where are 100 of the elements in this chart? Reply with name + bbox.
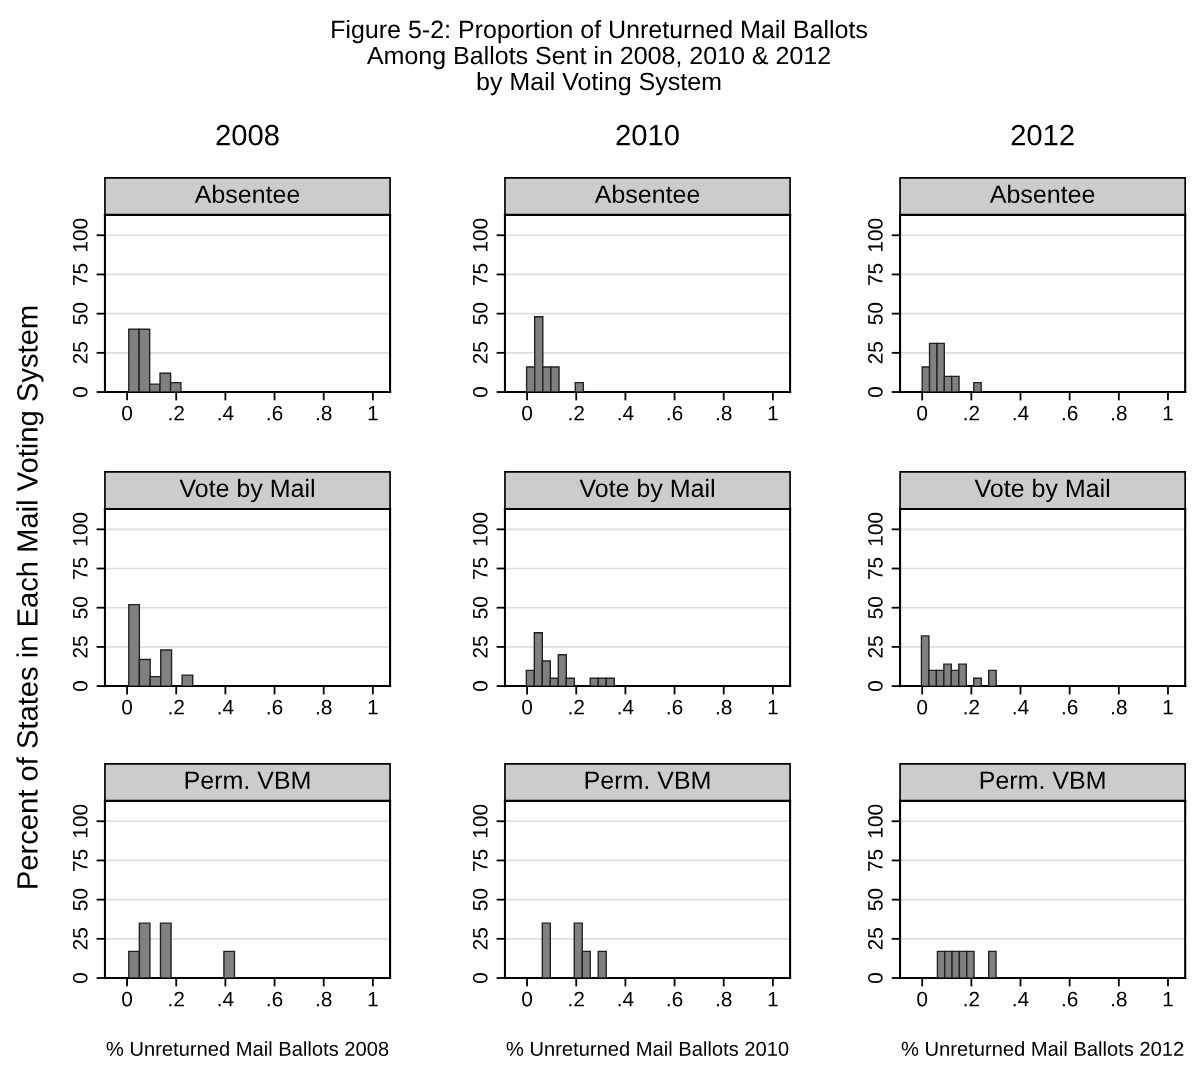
y-tick-label: 75 <box>473 849 488 871</box>
y-tick-label: 25 <box>472 342 488 364</box>
y-tick-label: 50 <box>472 596 488 619</box>
chart-title: Vote by Mail <box>579 478 714 503</box>
x-tick-label: .2 <box>169 699 184 715</box>
y-tick-label: 100 <box>72 218 88 252</box>
x-tick-label: 0 <box>522 699 533 715</box>
x-tick-label: .6 <box>267 405 283 421</box>
x-tick-label: .6 <box>267 699 283 715</box>
x-tick-label: .6 <box>667 991 683 1007</box>
y-tick-label: 100 <box>867 218 883 252</box>
chart-title: Vote by Mail <box>179 478 314 503</box>
chart-title: Vote by Mail <box>974 478 1110 503</box>
x-tick-label: .8 <box>1112 405 1127 421</box>
x-tick-label: 1 <box>368 991 378 1007</box>
x-tick-label: .2 <box>169 405 184 421</box>
y-tick-label: 25 <box>72 636 88 658</box>
y-tick-label: 0 <box>867 973 883 983</box>
x-tick-label: .4 <box>218 405 234 421</box>
x-tick-label: 0 <box>522 991 533 1007</box>
x-tick-label: 0 <box>122 699 133 715</box>
y-tick-label: 100 <box>472 218 488 252</box>
chart-subtitle: 2012 <box>1011 124 1074 146</box>
y-axis-title: Percent of States in Each Mail Voting System <box>16 306 44 888</box>
y-tick-label: 0 <box>867 681 883 692</box>
y-tick-label: 50 <box>72 888 88 911</box>
x-tick-label: 0 <box>917 991 928 1007</box>
x-tick-label: .8 <box>1112 699 1127 715</box>
x-tick-label: .8 <box>716 405 732 421</box>
y-tick-label: 75 <box>868 263 883 285</box>
x-tick-label: .2 <box>964 405 979 421</box>
y-tick-label: 75 <box>73 263 88 285</box>
caption: Figure 5-2: Proportion of Unreturned Mail Ballots Among Ballots Sent in 2008, 2010 & 2012 by Mail Voting System <box>332 19 867 96</box>
x-tick-label: 1 <box>368 700 378 715</box>
y-tick-label: 75 <box>868 557 883 580</box>
y-tick-label: 75 <box>473 263 488 285</box>
x-tick-label: .2 <box>964 991 979 1007</box>
y-tick-label: 75 <box>73 849 88 871</box>
chart-subtitle: 2010 <box>616 124 679 146</box>
y-tick-label: 75 <box>73 557 88 580</box>
x-tick-label: .4 <box>218 991 234 1007</box>
x-tick-label: .8 <box>716 699 732 715</box>
y-tick-label: 25 <box>472 636 488 658</box>
x-tick-label: .6 <box>1062 405 1078 421</box>
x-tick-label: .2 <box>569 991 584 1007</box>
x-tick-label: .8 <box>316 991 332 1007</box>
x-tick-label: 0 <box>122 405 133 421</box>
y-tick-label: 0 <box>867 387 883 397</box>
x-tick-label: .6 <box>667 405 683 421</box>
x-tick-label: .4 <box>218 700 234 715</box>
x-tick-label: .6 <box>1062 991 1078 1007</box>
chart-title: Perm. VBM <box>585 771 710 790</box>
y-tick-label: 25 <box>867 342 883 364</box>
y-tick-label: 25 <box>72 342 88 364</box>
x-tick-label: 0 <box>522 405 533 421</box>
chart-title: Absentee <box>989 184 1095 204</box>
y-tick-label: 25 <box>72 928 88 950</box>
y-tick-label: 100 <box>472 804 488 838</box>
x-tick-label: .4 <box>618 700 634 715</box>
y-tick-label: 0 <box>72 387 88 397</box>
y-tick-label: 100 <box>472 512 488 546</box>
x-axis-title: % Unreturned Mail Ballots 2012 <box>901 1041 1184 1056</box>
y-tick-label: 0 <box>72 973 88 983</box>
x-tick-label: .6 <box>267 991 283 1007</box>
x-tick-label: 1 <box>1163 405 1173 421</box>
y-tick-label: 0 <box>472 681 488 692</box>
y-tick-label: 0 <box>472 973 488 983</box>
y-tick-label: 50 <box>472 888 488 911</box>
x-tick-label: 1 <box>1163 700 1173 715</box>
y-tick-label: 25 <box>867 928 883 950</box>
y-tick-label: 100 <box>72 512 88 546</box>
y-tick-label: 50 <box>472 302 488 325</box>
x-tick-label: 1 <box>768 700 778 715</box>
y-tick-label: 100 <box>867 512 883 546</box>
x-tick-label: .6 <box>667 699 683 715</box>
x-tick-label: .8 <box>716 991 732 1007</box>
x-tick-label: 1 <box>368 405 378 421</box>
y-tick-label: 100 <box>72 804 88 838</box>
y-tick-label: 0 <box>72 681 88 692</box>
chart-title: Perm. VBM <box>980 771 1105 790</box>
y-tick-label: 100 <box>867 804 883 838</box>
y-tick-label: 50 <box>867 302 883 325</box>
x-tick-label: 0 <box>917 699 928 715</box>
x-tick-label: 0 <box>122 991 133 1007</box>
x-tick-label: 1 <box>1163 991 1173 1007</box>
chart-title: Absentee <box>594 184 700 204</box>
x-tick-label: .4 <box>1013 991 1029 1007</box>
x-tick-label: .2 <box>569 405 584 421</box>
y-tick-label: 50 <box>867 888 883 911</box>
x-tick-label: .2 <box>169 991 184 1007</box>
y-tick-label: 50 <box>867 596 883 619</box>
y-tick-label: 50 <box>72 302 88 325</box>
x-tick-label: .6 <box>1062 699 1078 715</box>
x-tick-label: .8 <box>1112 991 1127 1007</box>
y-tick-label: 75 <box>473 557 488 580</box>
chart-subtitle: 2008 <box>216 124 279 146</box>
x-tick-label: .4 <box>1013 700 1029 715</box>
x-tick-label: .4 <box>618 991 634 1007</box>
x-tick-label: 1 <box>768 405 778 421</box>
x-tick-label: .4 <box>618 405 634 421</box>
